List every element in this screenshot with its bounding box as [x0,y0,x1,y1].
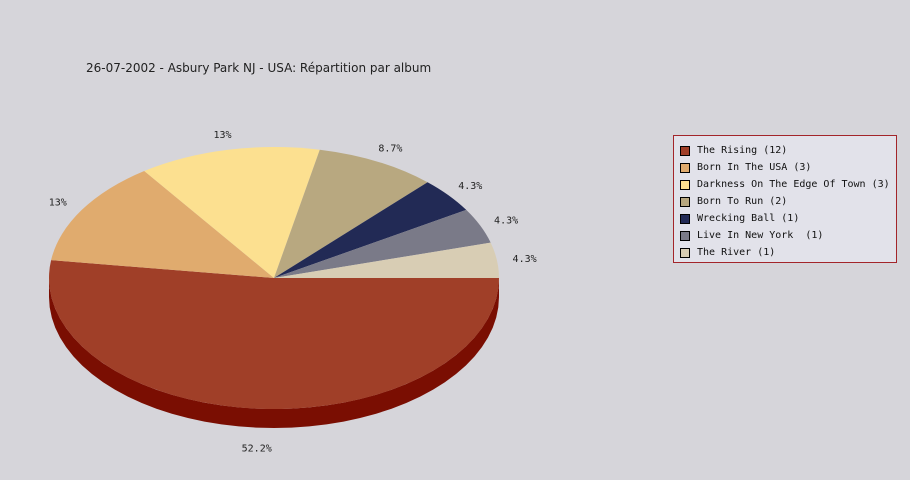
legend-label: The River (1) [697,247,776,258]
legend-label: The Rising (12) [697,145,788,156]
slice-percent-label: 4.3% [458,181,482,192]
slice-percent-label: 13% [49,198,67,209]
legend-item: The Rising (12) [674,142,896,159]
legend-swatch [680,162,690,173]
legend-item: Wrecking Ball (1) [674,210,896,227]
pie-slice [274,182,467,278]
legend-swatch [680,213,690,224]
legend-label: Wrecking Ball (1) [697,213,800,224]
slice-percent-label: 13% [213,130,231,141]
legend-item: Darkness On The Edge Of Town (3) [674,176,896,193]
pie-slice [274,242,499,278]
pie-slice [274,209,491,278]
legend-label: Born In The USA (3) [697,162,812,173]
legend-item: Born To Run (2) [674,193,896,210]
legend-item: The River (1) [674,244,896,261]
slice-percent-label: 4.3% [513,254,537,265]
legend-swatch [680,230,690,241]
legend-label: Live In New York (1) [697,230,824,241]
slice-percent-label: 4.3% [494,215,518,226]
legend-label: Born To Run (2) [697,196,788,207]
chart-title: 26-07-2002 - Asbury Park NJ - USA: Répar… [86,61,432,75]
legend-label: Darkness On The Edge Of Town (3) [697,179,890,190]
legend-item: Live In New York (1) [674,227,896,244]
pie-slice [274,149,428,278]
pie-slice [144,147,320,278]
slice-percent-label: 8.7% [378,144,402,155]
legend-item: Born In The USA (3) [674,159,896,176]
legend-swatch [680,145,690,156]
legend-swatch [680,196,690,207]
slice-percent-label: 52.2% [242,444,272,455]
legend-swatch [680,179,690,190]
legend: The Rising (12) Born In The USA (3) Darkne… [673,135,897,263]
pie-slice [48,260,499,410]
pie-slice [51,170,274,278]
legend-swatch [680,247,690,258]
